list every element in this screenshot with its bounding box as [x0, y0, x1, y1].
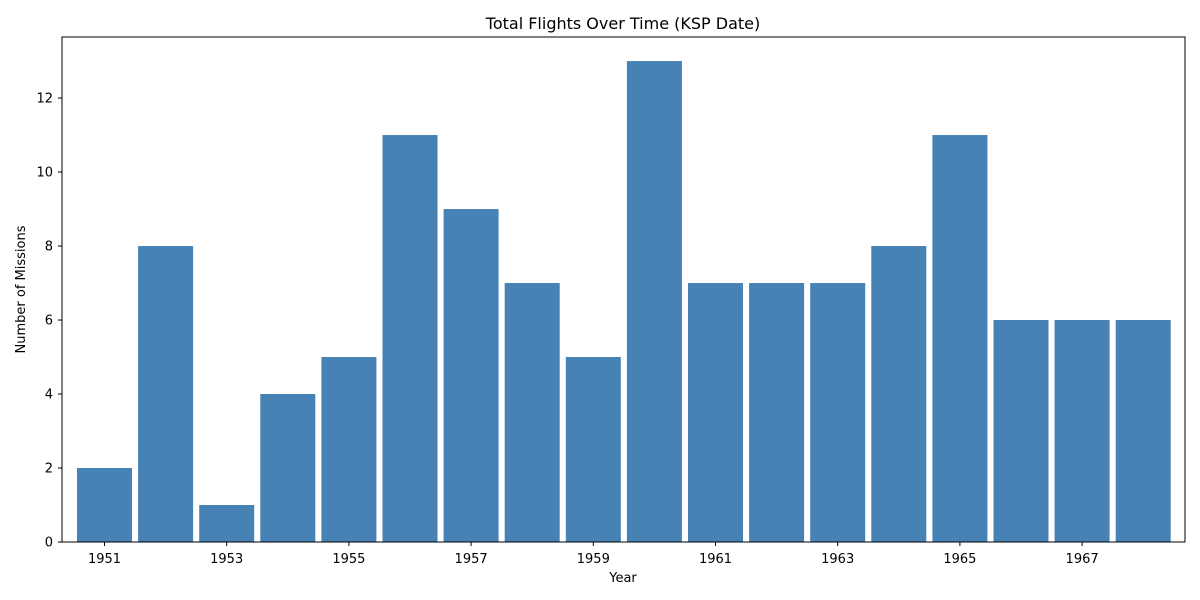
bars-group: [77, 61, 1171, 542]
y-axis-title: Number of Missions: [14, 225, 29, 353]
bar-1956: [383, 135, 438, 542]
x-tick-label-1959: 1959: [577, 552, 610, 567]
bar-1957: [444, 209, 499, 542]
bar-1958: [505, 283, 560, 542]
x-tick-label-1957: 1957: [455, 552, 488, 567]
bar-1960: [627, 61, 682, 542]
bar-1965: [932, 135, 987, 542]
x-tick-label-1953: 1953: [210, 552, 243, 567]
bar-1964: [871, 246, 926, 542]
bar-1962: [749, 283, 804, 542]
y-axis: 0 2 4 6 8 10 12: [36, 92, 62, 551]
x-tick-label-1955: 1955: [332, 552, 365, 567]
y-tick-label-6: 6: [45, 314, 53, 329]
x-tick-label-1951: 1951: [88, 552, 121, 567]
x-tick-label-1967: 1967: [1066, 552, 1099, 567]
bar-1968: [1116, 320, 1171, 542]
bar-1954: [260, 394, 315, 542]
y-tick-label-10: 10: [36, 166, 53, 181]
bar-1966: [994, 320, 1049, 542]
bar-1955: [321, 357, 376, 542]
x-axis-title: Year: [608, 571, 637, 586]
y-tick-label-0: 0: [45, 536, 53, 551]
x-axis: 1951 1953 1955 1957 1959 1961 1963 1965 1967: [88, 542, 1099, 567]
bar-1952: [138, 246, 193, 542]
bar-1959: [566, 357, 621, 542]
x-tick-label-1965: 1965: [943, 552, 976, 567]
bar-1953: [199, 505, 254, 542]
bar-1961: [688, 283, 743, 542]
bar-1963: [810, 283, 865, 542]
bar-1967: [1055, 320, 1110, 542]
x-tick-label-1961: 1961: [699, 552, 732, 567]
chart-title: Total Flights Over Time (KSP Date): [485, 14, 760, 33]
bar-1951: [77, 468, 132, 542]
x-tick-label-1963: 1963: [821, 552, 854, 567]
y-tick-label-4: 4: [45, 388, 53, 403]
y-tick-label-2: 2: [45, 462, 53, 477]
y-tick-label-12: 12: [36, 92, 53, 107]
y-tick-label-8: 8: [45, 240, 53, 255]
